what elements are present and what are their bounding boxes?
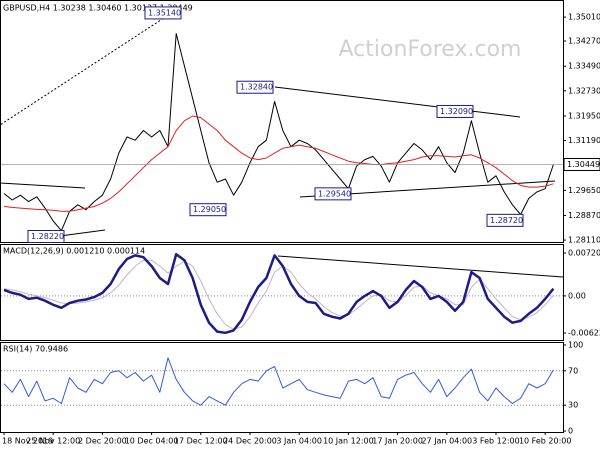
annotation-box — [236, 80, 274, 94]
x-tick-label: 24 Dec 20:00 — [223, 437, 277, 446]
watermark: ActionForex.com — [339, 37, 522, 62]
price-panel — [0, 0, 564, 243]
x-tick-label: 2 Dec 20:00 — [78, 437, 127, 446]
annotation-box — [144, 6, 182, 20]
x-tick-label: 10 Jan 12:00 — [323, 437, 374, 446]
last-price-label: 1.30449 — [567, 160, 600, 169]
trend-line — [0, 13, 171, 126]
series-line — [3, 115, 554, 212]
y-tick-label: 1.35010 — [568, 13, 600, 22]
y-tick-label: 1.29650 — [568, 186, 600, 195]
price-title: GBPUSD,H4 1.30238 1.30460 1.30137 1.3044… — [3, 4, 193, 13]
x-tick-label: 17 Dec 12:00 — [174, 437, 228, 446]
y-tick-label: 1.32730 — [568, 86, 600, 95]
x-tick-label: 3 Feb 12:00 — [472, 437, 519, 446]
annotation-box — [27, 230, 65, 244]
y-tick-label: 1.28110 — [568, 236, 600, 245]
series-line — [3, 33, 554, 232]
annotation-label: 1.32840 — [240, 83, 273, 92]
annotation-label: 1.28220 — [31, 232, 64, 241]
y-tick-label: 1.31190 — [568, 136, 600, 145]
rsi-panel — [0, 342, 564, 433]
trend-line — [59, 229, 106, 237]
y-tick-label: 1.31950 — [568, 111, 600, 120]
rsi-title: RSI(14) 70.9486 — [3, 345, 68, 354]
series-line — [3, 252, 555, 335]
macd-panel — [0, 244, 564, 341]
trend-line — [274, 86, 521, 118]
annotation-label: 1.35140 — [148, 8, 181, 17]
x-tick-label: 10 Feb 20:00 — [519, 437, 571, 446]
annotation-label: 1.28720 — [490, 216, 523, 225]
annotation-label: 1.29540 — [318, 189, 351, 198]
y-tick-label: -0.006229 — [568, 329, 600, 338]
annotation-box — [436, 104, 474, 118]
y-tick-label: 1.28870 — [568, 211, 600, 220]
y-tick-label: 100 — [568, 341, 583, 350]
x-tick-label: 3 Jan 04:00 — [276, 437, 322, 446]
annotation-label: 1.32090 — [440, 107, 473, 116]
trend-line — [0, 182, 86, 189]
y-tick-label: 0 — [568, 427, 573, 436]
series-line — [3, 357, 554, 406]
y-tick-label: 30 — [568, 401, 578, 410]
x-tick-label: 17 Jan 20:00 — [372, 437, 423, 446]
trend-line — [277, 255, 564, 278]
x-tick-label: 10 Dec 04:00 — [125, 437, 179, 446]
y-tick-label: 0.00 — [568, 291, 586, 300]
annotation-box — [314, 187, 352, 201]
x-tick-label: 25 Nov 12:00 — [26, 437, 80, 446]
y-tick-label: 1.33490 — [568, 62, 600, 71]
y-tick-label: 0.007201 — [568, 249, 600, 258]
annotation-label: 1.29050 — [193, 205, 226, 214]
y-tick-label: 1.34270 — [568, 37, 600, 46]
macd-title: MACD(12,26,9) 0.001210 0.000114 — [3, 247, 145, 256]
y-tick-label: 70 — [568, 366, 578, 375]
annotation-box — [189, 203, 227, 217]
annotation-box — [486, 213, 524, 227]
x-tick-label: 18 Nov 2019 — [2, 437, 53, 446]
last-price-box — [563, 157, 600, 171]
x-tick-label: 27 Jan 04:00 — [421, 437, 472, 446]
